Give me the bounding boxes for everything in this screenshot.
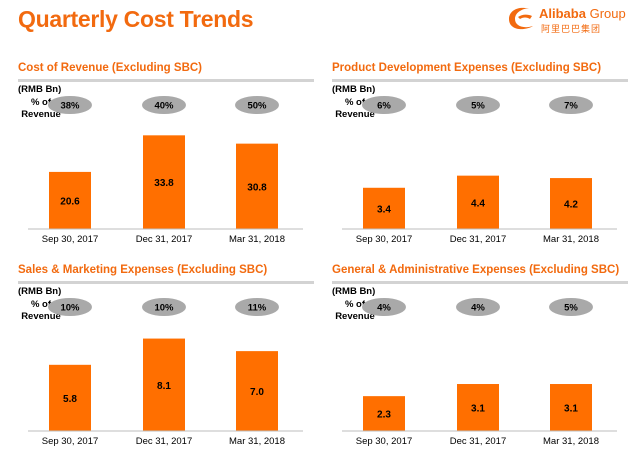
category-label: Mar 31, 2018 xyxy=(543,436,599,447)
pct-of-revenue-label: % of Revenue xyxy=(334,97,376,121)
bar-value-label: 7.0 xyxy=(250,387,264,398)
title-divider xyxy=(332,281,628,284)
pct-pill xyxy=(142,96,186,114)
category-label: Mar 31, 2018 xyxy=(229,436,285,447)
general-administrative-panel: General & Administrative Expenses (Exclu… xyxy=(332,264,632,447)
pct-pill xyxy=(48,96,92,114)
title-divider xyxy=(332,79,628,82)
pct-of-revenue-label-line: % of xyxy=(30,299,52,310)
chart-title: Product Development Expenses (Excluding … xyxy=(332,62,602,74)
pct-value: 38% xyxy=(60,101,80,112)
unit-label: (RMB Bn) xyxy=(332,286,376,297)
pct-of-revenue-label-line: Revenue xyxy=(335,109,375,120)
unit-label: (RMB Bn) xyxy=(18,84,62,95)
pct-value: 5% xyxy=(471,101,485,112)
pct-of-revenue-label: % of Revenue xyxy=(20,299,62,323)
pct-value: 10% xyxy=(154,303,174,314)
chart-title: Sales & Marketing Expenses (Excluding SB… xyxy=(18,264,268,276)
bar xyxy=(143,338,185,431)
bar-value-label: 4.4 xyxy=(471,198,485,209)
bar xyxy=(457,175,499,229)
bar xyxy=(550,384,592,431)
pct-pill xyxy=(456,298,500,316)
pct-value: 4% xyxy=(377,303,391,314)
cost-of-revenue-panel: Cost of Revenue (Excluding SBC) (RMB Bn)%… xyxy=(18,62,318,245)
bar xyxy=(49,364,91,431)
bar-value-label: 8.1 xyxy=(157,381,171,392)
bar xyxy=(236,351,278,431)
category-label: Sep 30, 2017 xyxy=(42,436,99,447)
bar xyxy=(363,187,405,229)
title-divider xyxy=(18,281,314,284)
pct-pill xyxy=(142,298,186,316)
title-divider xyxy=(18,79,314,82)
bar xyxy=(236,143,278,229)
pct-of-revenue-label-line: % of xyxy=(30,97,52,108)
pct-value: 6% xyxy=(377,101,391,112)
category-label: Sep 30, 2017 xyxy=(356,234,413,245)
bar xyxy=(457,384,499,431)
pct-pill xyxy=(549,298,593,316)
logo-name-bold: Alibaba xyxy=(539,6,586,21)
category-label: Mar 31, 2018 xyxy=(543,234,599,245)
bar-chart: 4% 2.3 Sep 30, 2017 4% 3.1 Dec 31, 2017 5% 3.1 M… xyxy=(342,298,617,447)
pct-value: 50% xyxy=(247,101,267,112)
pct-of-revenue-label: % of Revenue xyxy=(20,97,62,121)
bar xyxy=(49,171,91,229)
sales-marketing-panel: Sales & Marketing Expenses (Excluding SB… xyxy=(18,264,318,447)
pct-value: 4% xyxy=(471,303,485,314)
page-title: Quarterly Cost Trends xyxy=(18,6,254,32)
pct-of-revenue-label-line: Revenue xyxy=(21,311,61,322)
pct-value: 11% xyxy=(248,303,267,314)
alibaba-smile-icon xyxy=(509,7,533,30)
bar-value-label: 30.8 xyxy=(247,182,267,193)
bar-value-label: 3.1 xyxy=(471,404,485,415)
pct-value: 5% xyxy=(564,303,578,314)
pct-value: 40% xyxy=(154,101,174,112)
pct-of-revenue-label: % of Revenue xyxy=(334,299,376,323)
logo-name-rest: Group xyxy=(585,6,626,21)
pct-of-revenue-label-line: Revenue xyxy=(335,311,375,322)
pct-pill xyxy=(549,96,593,114)
pct-pill xyxy=(235,96,279,114)
category-label: Sep 30, 2017 xyxy=(42,234,99,245)
bar xyxy=(363,396,405,431)
bar-chart: 10% 5.8 Sep 30, 2017 10% 8.1 Dec 31, 2017 11% 7… xyxy=(28,298,303,447)
pct-pill xyxy=(456,96,500,114)
bar-value-label: 4.2 xyxy=(564,200,578,211)
bar-value-label: 20.6 xyxy=(60,196,80,207)
category-label: Dec 31, 2017 xyxy=(450,436,507,447)
pct-of-revenue-label-line: % of xyxy=(344,97,366,108)
chart-title: General & Administrative Expenses (Exclu… xyxy=(332,264,620,276)
category-label: Sep 30, 2017 xyxy=(356,436,413,447)
unit-label: (RMB Bn) xyxy=(332,84,376,95)
bar-value-label: 5.8 xyxy=(63,394,77,405)
bar-value-label: 33.8 xyxy=(154,178,174,189)
category-label: Mar 31, 2018 xyxy=(229,234,285,245)
category-label: Dec 31, 2017 xyxy=(136,436,193,447)
bar-value-label: 3.1 xyxy=(564,404,578,415)
bar-value-label: 3.4 xyxy=(377,204,391,215)
category-label: Dec 31, 2017 xyxy=(136,234,193,245)
bar xyxy=(550,178,592,229)
pct-pill xyxy=(362,96,406,114)
bar-value-label: 2.3 xyxy=(377,410,391,421)
pct-value: 7% xyxy=(564,101,578,112)
bar-chart: 6% 3.4 Sep 30, 2017 5% 4.4 Dec 31, 2017 7% 4.2 M… xyxy=(342,96,617,245)
pct-pill xyxy=(48,298,92,316)
logo-name-cn: 阿里巴巴集团 xyxy=(541,24,602,34)
bar xyxy=(143,135,185,229)
pct-value: 10% xyxy=(60,303,80,314)
chart-title: Cost of Revenue (Excluding SBC) xyxy=(18,62,203,74)
alibaba-group-logo: Alibaba Group 阿里巴巴集团 xyxy=(505,4,633,38)
pct-of-revenue-label-line: Revenue xyxy=(21,109,61,120)
pct-pill xyxy=(362,298,406,316)
bar-chart: 38% 20.6 Sep 30, 2017 40% 33.8 Dec 31, 2017 50… xyxy=(28,96,303,245)
product-development-panel: Product Development Expenses (Excluding … xyxy=(332,62,632,245)
pct-of-revenue-label-line: % of xyxy=(344,299,366,310)
unit-label: (RMB Bn) xyxy=(18,286,62,297)
category-label: Dec 31, 2017 xyxy=(450,234,507,245)
pct-pill xyxy=(235,298,279,316)
